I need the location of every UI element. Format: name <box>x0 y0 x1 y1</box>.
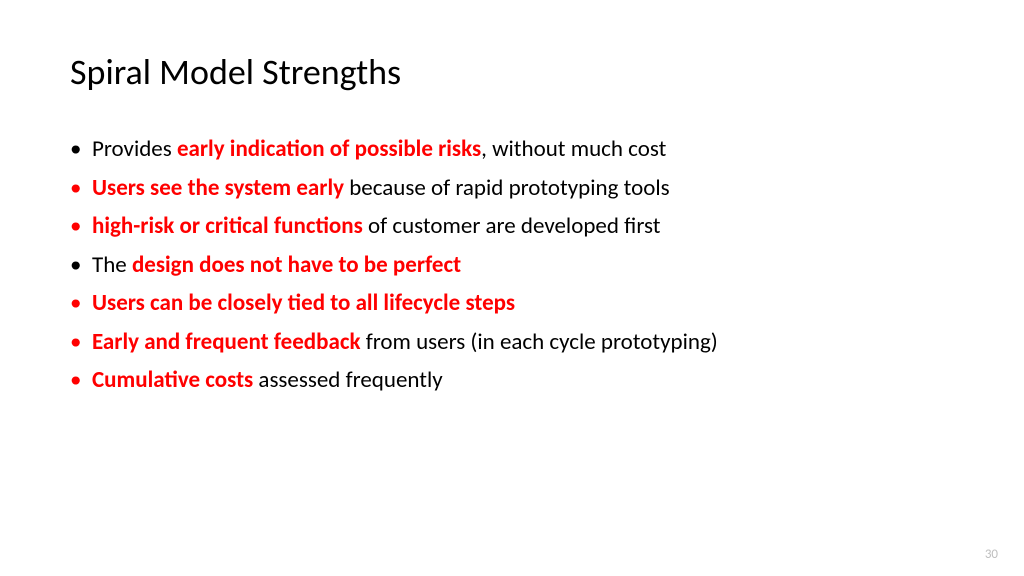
bullet-item: Cumulative costs assessed frequently <box>70 363 954 398</box>
emphasis-text: early indication of possible risks <box>177 135 481 163</box>
body-text: because of rapid prototyping tools <box>349 174 669 202</box>
bullet-item: Provides early indication of possible ri… <box>70 132 954 167</box>
slide-title: Spiral Model Strengths <box>70 50 954 94</box>
bullet-item: high-risk or critical functions of custo… <box>70 209 954 244</box>
bullet-item: Users can be closely tied to all lifecyc… <box>70 286 954 321</box>
body-text: The <box>92 251 132 279</box>
page-number: 30 <box>985 547 998 562</box>
bullet-list: Provides early indication of possible ri… <box>70 132 954 398</box>
emphasis-text: design does not have to be perfect <box>132 251 461 279</box>
slide-container: Spiral Model Strengths Provides early in… <box>0 0 1024 432</box>
bullet-item: Early and frequent feedback from users (… <box>70 325 954 360</box>
body-text: from users (in each cycle prototyping) <box>366 328 718 356</box>
body-text: Provides <box>92 135 177 163</box>
body-text: assessed frequently <box>258 366 442 394</box>
bullet-item: Users see the system early because of ra… <box>70 171 954 206</box>
emphasis-text: Users can be closely tied to all lifecyc… <box>92 289 515 317</box>
body-text: , without much cost <box>481 135 666 163</box>
emphasis-text: high-risk or critical functions <box>92 212 368 240</box>
emphasis-text: Cumulative costs <box>92 366 258 394</box>
bullet-item: The design does not have to be perfect <box>70 248 954 283</box>
emphasis-text: Early and frequent feedback <box>92 328 366 356</box>
body-text: of customer are developed first <box>368 212 660 240</box>
emphasis-text: Users see the system early <box>92 174 349 202</box>
